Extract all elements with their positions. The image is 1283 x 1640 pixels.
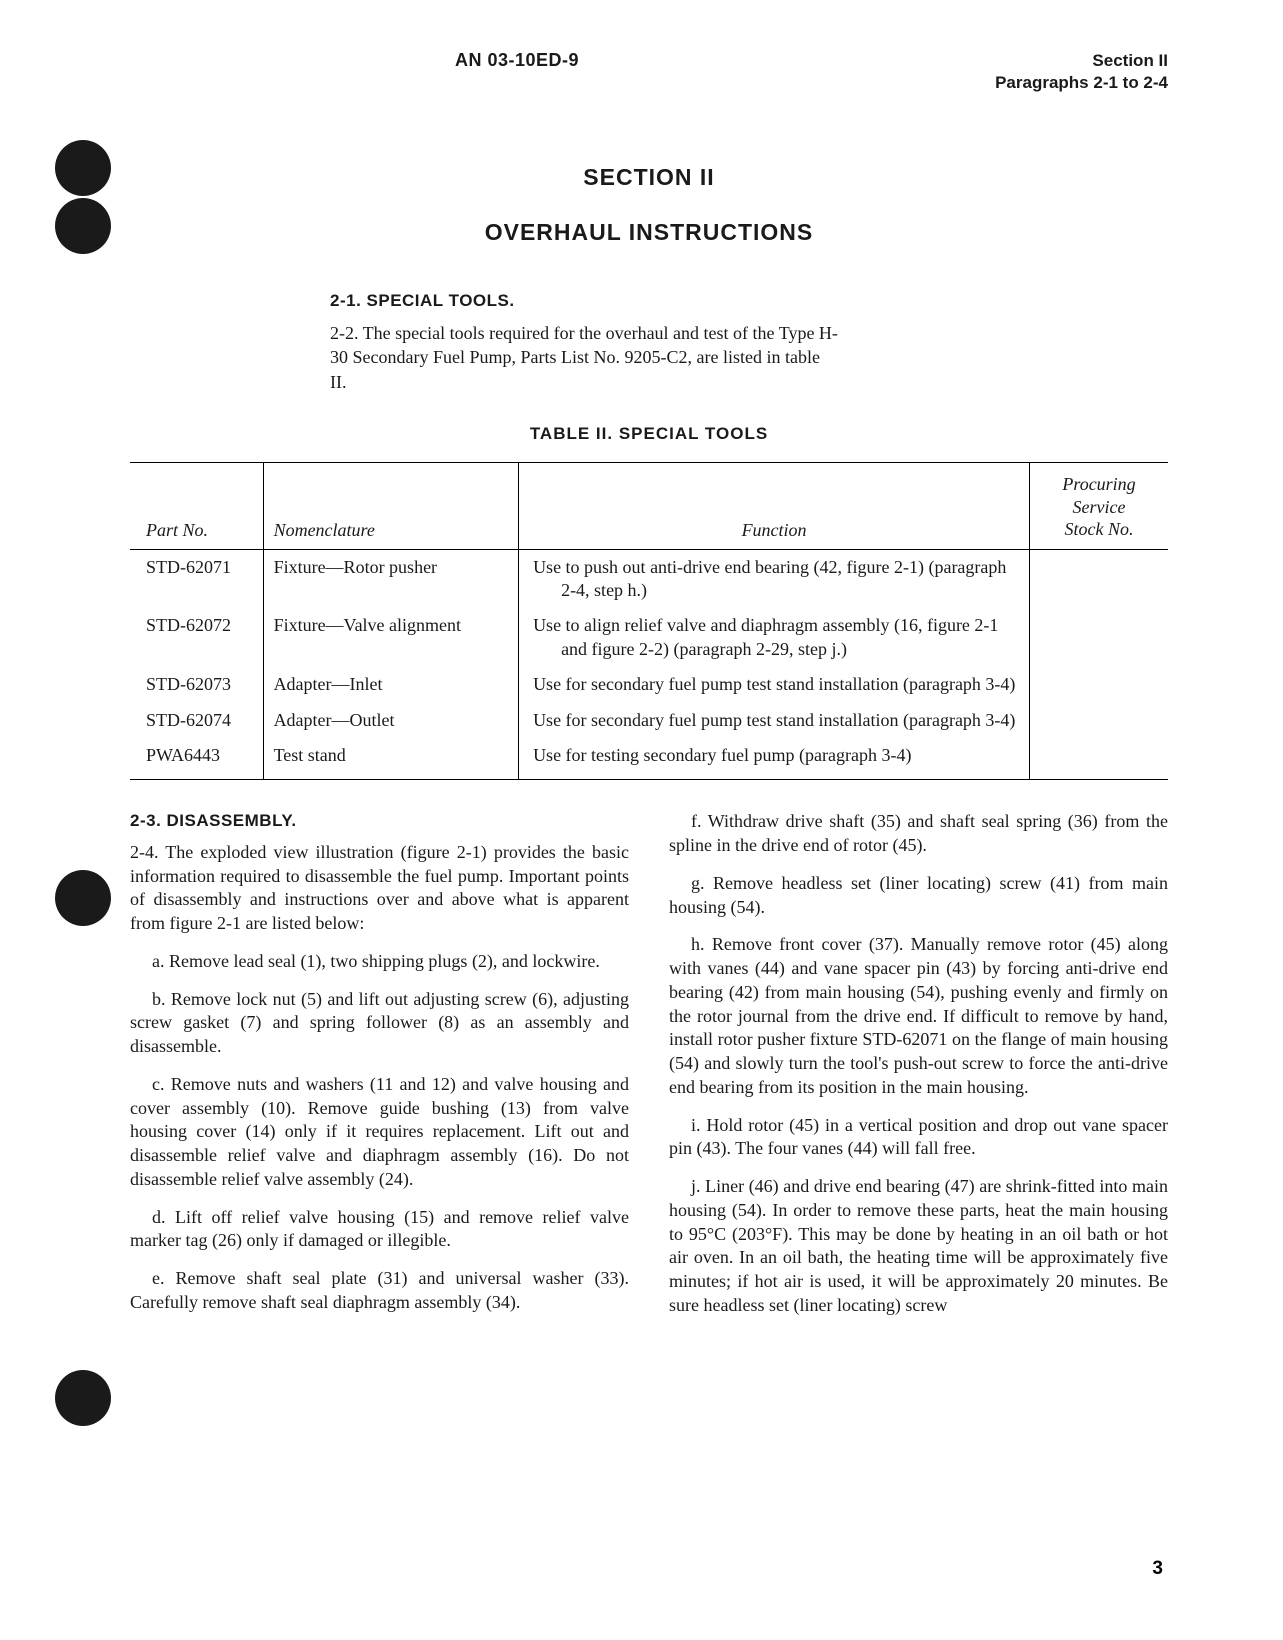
step-i: i. Hold rotor (45) in a vertical positio… xyxy=(669,1114,1168,1162)
section-subtitle: OVERHAUL INSTRUCTIONS xyxy=(130,219,1168,246)
cell-stock xyxy=(1030,667,1168,702)
cell-stock xyxy=(1030,703,1168,738)
cell-nomenclature: Test stand xyxy=(263,738,519,780)
cell-function: Use for secondary fuel pump test stand i… xyxy=(519,667,1030,702)
cell-function: Use for testing secondary fuel pump (par… xyxy=(519,738,1030,780)
step-h: h. Remove front cover (37). Manually rem… xyxy=(669,933,1168,1099)
cell-nomenclature: Adapter—Outlet xyxy=(263,703,519,738)
cell-part: STD-62073 xyxy=(130,667,263,702)
step-e: e. Remove shaft seal plate (31) and univ… xyxy=(130,1267,629,1315)
right-column: f. Withdraw drive shaft (35) and shaft s… xyxy=(669,810,1168,1331)
special-tools-table: Part No. Nomenclature Function Procuring… xyxy=(130,462,1168,780)
punch-hole xyxy=(55,198,111,254)
punch-hole xyxy=(55,1370,111,1426)
cell-part: STD-62071 xyxy=(130,549,263,608)
cell-part: STD-62072 xyxy=(130,608,263,667)
table-row: STD-62073Adapter—InletUse for secondary … xyxy=(130,667,1168,702)
para-range: Paragraphs 2-1 to 2-4 xyxy=(995,72,1168,94)
para-2-4: 2-4. The exploded view illustration (fig… xyxy=(130,841,629,936)
cell-function: Use for secondary fuel pump test stand i… xyxy=(519,703,1030,738)
col-nomenclature: Nomenclature xyxy=(263,463,519,550)
disassembly-heading: 2-3. DISASSEMBLY. xyxy=(130,810,629,832)
step-j: j. Liner (46) and drive end bearing (47)… xyxy=(669,1175,1168,1318)
page-number: 3 xyxy=(1152,1558,1163,1580)
section-label: Section II xyxy=(995,50,1168,72)
cell-stock xyxy=(1030,549,1168,608)
step-d: d. Lift off relief valve housing (15) an… xyxy=(130,1206,629,1254)
cell-stock xyxy=(1030,608,1168,667)
table-caption: TABLE II. SPECIAL TOOLS xyxy=(130,424,1168,444)
special-tools-heading: 2-1. SPECIAL TOOLS. xyxy=(330,291,1168,311)
punch-hole xyxy=(55,140,111,196)
col-function: Function xyxy=(519,463,1030,550)
step-g: g. Remove headless set (liner locating) … xyxy=(669,872,1168,920)
cell-function: Use to push out anti-drive end bearing (… xyxy=(519,549,1030,608)
intro-paragraph: 2-2. The special tools required for the … xyxy=(330,321,840,394)
table-row: STD-62071Fixture—Rotor pusherUse to push… xyxy=(130,549,1168,608)
col-part: Part No. xyxy=(130,463,263,550)
punch-hole xyxy=(55,870,111,926)
step-b: b. Remove lock nut (5) and lift out adju… xyxy=(130,988,629,1059)
section-title: SECTION II xyxy=(130,164,1168,191)
header-right: Section II Paragraphs 2-1 to 2-4 xyxy=(995,50,1168,94)
body-columns: 2-3. DISASSEMBLY. 2-4. The exploded view… xyxy=(130,810,1168,1331)
cell-stock xyxy=(1030,738,1168,780)
cell-function: Use to align relief valve and diaphragm … xyxy=(519,608,1030,667)
table-row: STD-62072Fixture—Valve alignmentUse to a… xyxy=(130,608,1168,667)
step-c: c. Remove nuts and washers (11 and 12) a… xyxy=(130,1073,629,1192)
col-stock: ProcuringServiceStock No. xyxy=(1030,463,1168,550)
left-column: 2-3. DISASSEMBLY. 2-4. The exploded view… xyxy=(130,810,629,1331)
step-a: a. Remove lead seal (1), two shipping pl… xyxy=(130,950,629,974)
doc-id: AN 03-10ED-9 xyxy=(455,50,579,71)
step-f: f. Withdraw drive shaft (35) and shaft s… xyxy=(669,810,1168,858)
table-row: PWA6443Test standUse for testing seconda… xyxy=(130,738,1168,780)
cell-nomenclature: Fixture—Rotor pusher xyxy=(263,549,519,608)
cell-nomenclature: Adapter—Inlet xyxy=(263,667,519,702)
table-row: STD-62074Adapter—OutletUse for secondary… xyxy=(130,703,1168,738)
cell-part: STD-62074 xyxy=(130,703,263,738)
cell-nomenclature: Fixture—Valve alignment xyxy=(263,608,519,667)
table-header-row: Part No. Nomenclature Function Procuring… xyxy=(130,463,1168,550)
cell-part: PWA6443 xyxy=(130,738,263,780)
page-header: AN 03-10ED-9 Section II Paragraphs 2-1 t… xyxy=(130,50,1168,94)
